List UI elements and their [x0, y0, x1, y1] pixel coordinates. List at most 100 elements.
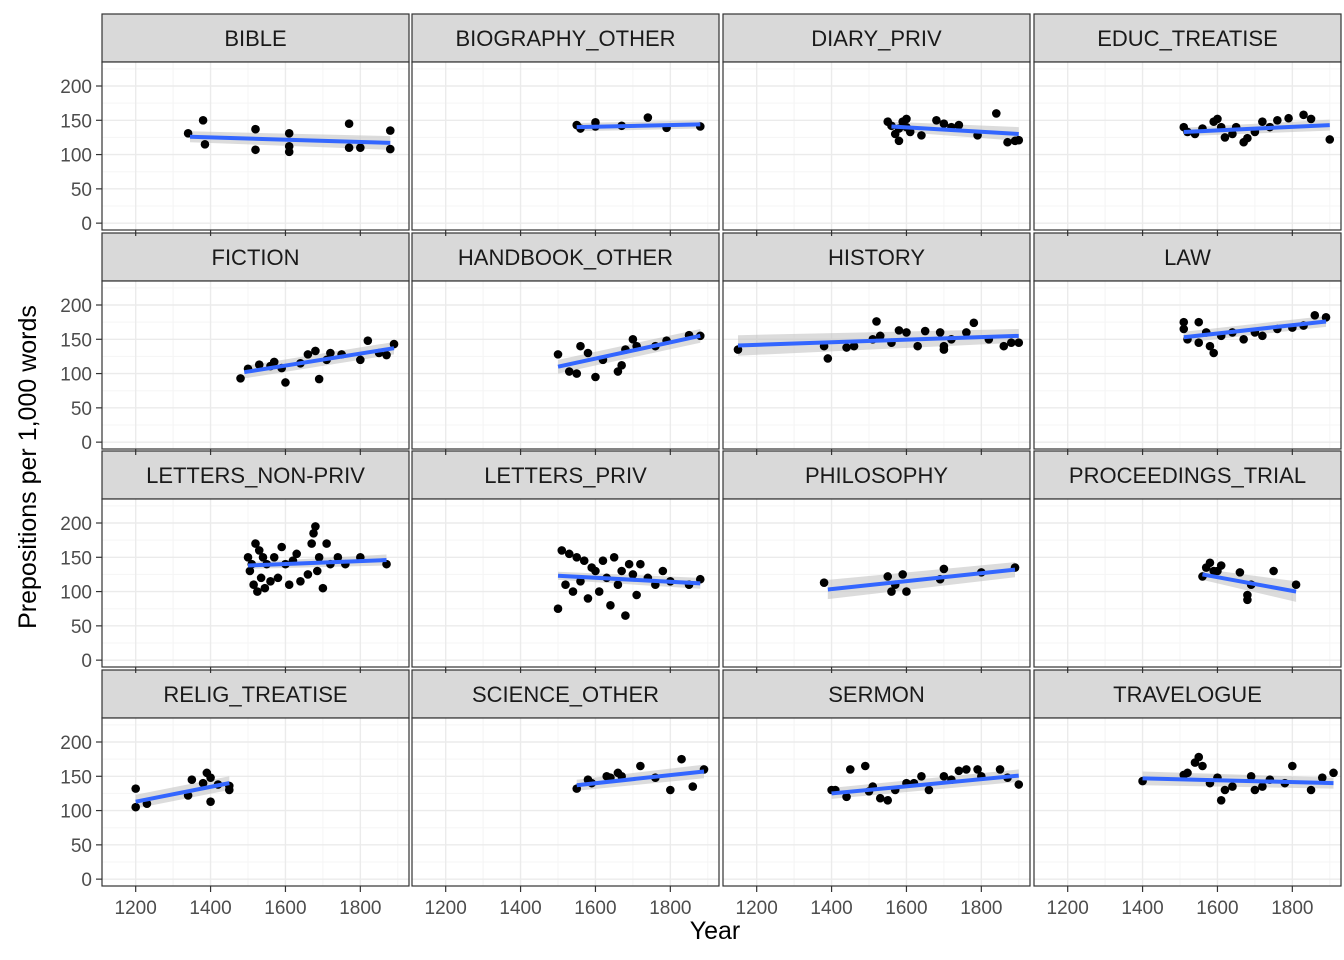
- data-point: [1325, 135, 1335, 144]
- facet-strip-label: HISTORY: [828, 245, 925, 270]
- data-point: [572, 369, 582, 378]
- data-point: [314, 552, 324, 562]
- data-point: [1228, 782, 1237, 791]
- data-point: [842, 343, 851, 352]
- data-point: [1250, 785, 1260, 795]
- data-point: [905, 127, 915, 137]
- data-point: [962, 765, 971, 774]
- data-point: [643, 113, 653, 122]
- facet-strip: [722, 232, 1031, 282]
- panel-border: [1033, 280, 1342, 450]
- data-point: [1269, 566, 1278, 576]
- y-tick-label: 50: [71, 399, 92, 420]
- data-point: [1228, 129, 1237, 139]
- panel-border: [1033, 717, 1342, 887]
- facet-strip-label: LETTERS_NON-PRIV: [146, 463, 365, 488]
- data-point: [243, 552, 253, 562]
- data-point: [200, 139, 210, 149]
- facet-strip: [101, 669, 410, 719]
- data-point: [849, 341, 859, 351]
- data-point: [198, 778, 208, 788]
- facet-strip-label: DIARY_PRIV: [811, 26, 942, 51]
- y-tick-label: 150: [60, 767, 92, 788]
- data-point: [277, 542, 287, 552]
- x-tick-label: 1800: [1271, 898, 1313, 919]
- y-tick-label: 200: [60, 514, 92, 535]
- x-tick-label: 1400: [499, 898, 541, 919]
- data-point: [311, 346, 320, 356]
- panel-border: [1033, 61, 1342, 231]
- facet-panel: FICTION: [101, 232, 410, 450]
- facet-strip-label: EDUC_TREATISE: [1097, 26, 1278, 51]
- panel-border: [411, 498, 720, 668]
- y-tick-label: 200: [60, 77, 92, 98]
- data-point: [613, 580, 623, 590]
- data-point: [333, 552, 343, 562]
- facet-strip: [101, 232, 410, 282]
- data-point: [609, 552, 619, 562]
- fit-line: [247, 558, 387, 568]
- fit-line: [831, 773, 1019, 796]
- y-tick-label: 50: [71, 617, 92, 638]
- data-point: [256, 573, 266, 583]
- data-point: [872, 317, 881, 326]
- data-point: [658, 566, 668, 576]
- data-point: [572, 552, 582, 562]
- data-point: [666, 785, 675, 795]
- facet-panel: SERMON: [722, 669, 1031, 887]
- facet-panel: LETTERS_PRIV: [411, 450, 720, 668]
- data-point: [553, 604, 563, 614]
- data-point: [842, 792, 851, 802]
- data-point: [999, 341, 1009, 351]
- facet-strip-label: FICTION: [212, 245, 300, 270]
- facet-panel: DIARY_PRIV: [722, 13, 1031, 231]
- facet-strip-label: SERMON: [828, 682, 925, 707]
- data-point: [1306, 785, 1316, 795]
- facet-strip-label: LAW: [1164, 245, 1211, 270]
- data-point: [273, 573, 283, 583]
- data-point: [187, 775, 197, 785]
- data-point: [1014, 338, 1024, 348]
- data-point: [995, 765, 1005, 774]
- data-point: [344, 119, 354, 129]
- data-point: [389, 339, 399, 349]
- data-point: [198, 115, 208, 125]
- facet-panel: BIOGRAPHY_OTHER: [411, 13, 720, 231]
- fit-line: [1142, 776, 1334, 786]
- data-point: [1258, 117, 1267, 126]
- panel-border: [101, 498, 410, 668]
- data-point: [591, 118, 600, 127]
- data-point: [1194, 338, 1204, 348]
- panel-border: [722, 498, 1031, 668]
- y-tick-label: 50: [71, 836, 92, 857]
- data-point: [1003, 137, 1012, 147]
- panel-border: [722, 280, 1031, 450]
- data-point: [613, 367, 623, 376]
- data-point: [887, 587, 896, 596]
- y-tick-label: 100: [60, 146, 92, 167]
- data-point: [254, 360, 264, 369]
- facet-panel: HANDBOOK_OTHER: [411, 232, 720, 450]
- fit-line: [189, 134, 391, 145]
- fit-line: [891, 124, 1019, 136]
- data-point: [1239, 334, 1248, 344]
- data-point: [1299, 110, 1308, 120]
- data-point: [251, 145, 260, 155]
- fit-line: [135, 781, 230, 804]
- data-point: [303, 350, 313, 359]
- facet-strip: [101, 13, 410, 63]
- facet-panel: BIBLE: [101, 13, 410, 231]
- plot-background: [723, 62, 1030, 230]
- data-point: [1198, 761, 1207, 771]
- panel-border: [101, 717, 410, 887]
- y-tick-label: 100: [60, 583, 92, 604]
- x-tick-label: 1200: [115, 898, 157, 919]
- data-point: [688, 782, 698, 791]
- facet-strip-label: PHILOSOPHY: [805, 463, 948, 488]
- y-tick-label: 200: [60, 733, 92, 754]
- facet-panel: HISTORY: [722, 232, 1031, 450]
- x-tick-label: 1800: [339, 898, 381, 919]
- data-point: [236, 374, 245, 383]
- data-point: [356, 143, 365, 153]
